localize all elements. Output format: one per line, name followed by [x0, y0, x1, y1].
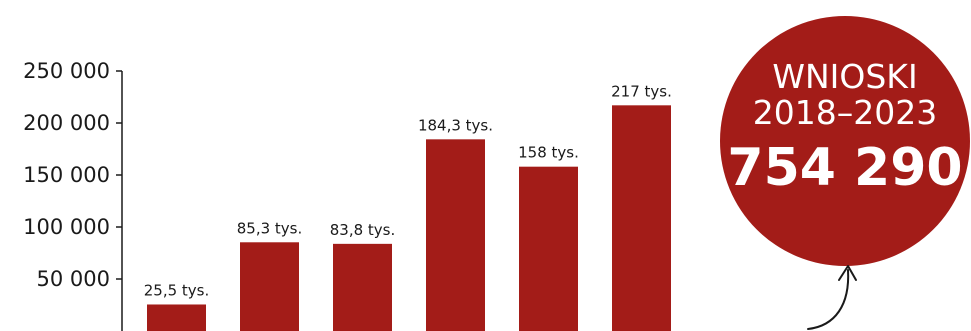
data-labels: 25,5 tys. 85,3 tys. 83,8 tys. 184,3 tys. 158… [144, 82, 672, 299]
y-tick-label: 100 000 [23, 215, 110, 239]
bars [147, 105, 671, 331]
y-tick-label: 200 000 [23, 111, 110, 135]
bar [519, 166, 578, 331]
bar [240, 242, 299, 331]
bar [612, 105, 671, 331]
curved-arrow-icon [807, 269, 850, 330]
bar-value-label: 85,3 tys. [237, 219, 303, 237]
bar [333, 243, 392, 331]
bar-value-label: 184,3 tys. [418, 116, 493, 134]
arrow-head-icon [838, 265, 857, 281]
bar-value-label: 83,8 tys. [330, 221, 396, 239]
summary-circle [720, 16, 970, 266]
bar-value-label: 25,5 tys. [144, 281, 210, 299]
bar-value-label: 158 tys. [518, 144, 579, 162]
y-axis: 50 000 100 000 150 000 200 000 250 000 [23, 59, 123, 331]
y-tick-label: 250 000 [23, 59, 110, 83]
summary-total: 754 290 [727, 138, 962, 198]
summary-title-line1: WNIOSKI [772, 57, 917, 96]
bar [147, 304, 206, 331]
bar [426, 139, 485, 331]
y-tick-label: 50 000 [37, 267, 110, 291]
summary-badge: WNIOSKI 2018–2023 754 290 [720, 16, 970, 330]
summary-title-line2: 2018–2023 [753, 93, 937, 132]
bar-value-label: 217 tys. [611, 82, 672, 100]
y-tick-label: 150 000 [23, 163, 110, 187]
